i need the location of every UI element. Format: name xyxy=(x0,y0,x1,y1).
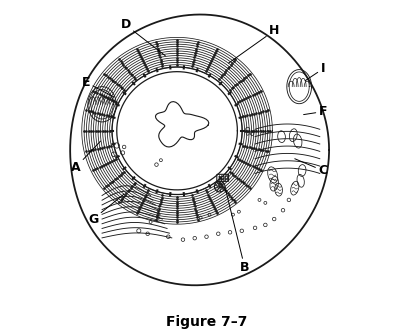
Text: Figure 7–7: Figure 7–7 xyxy=(166,315,247,329)
Text: B: B xyxy=(225,190,249,274)
Text: A: A xyxy=(71,141,101,174)
Text: F: F xyxy=(304,105,327,118)
Text: I: I xyxy=(305,63,325,81)
Text: C: C xyxy=(295,159,327,177)
Text: E: E xyxy=(82,76,114,97)
Text: D: D xyxy=(121,18,165,56)
Text: H: H xyxy=(228,24,279,63)
Text: G: G xyxy=(88,194,124,226)
